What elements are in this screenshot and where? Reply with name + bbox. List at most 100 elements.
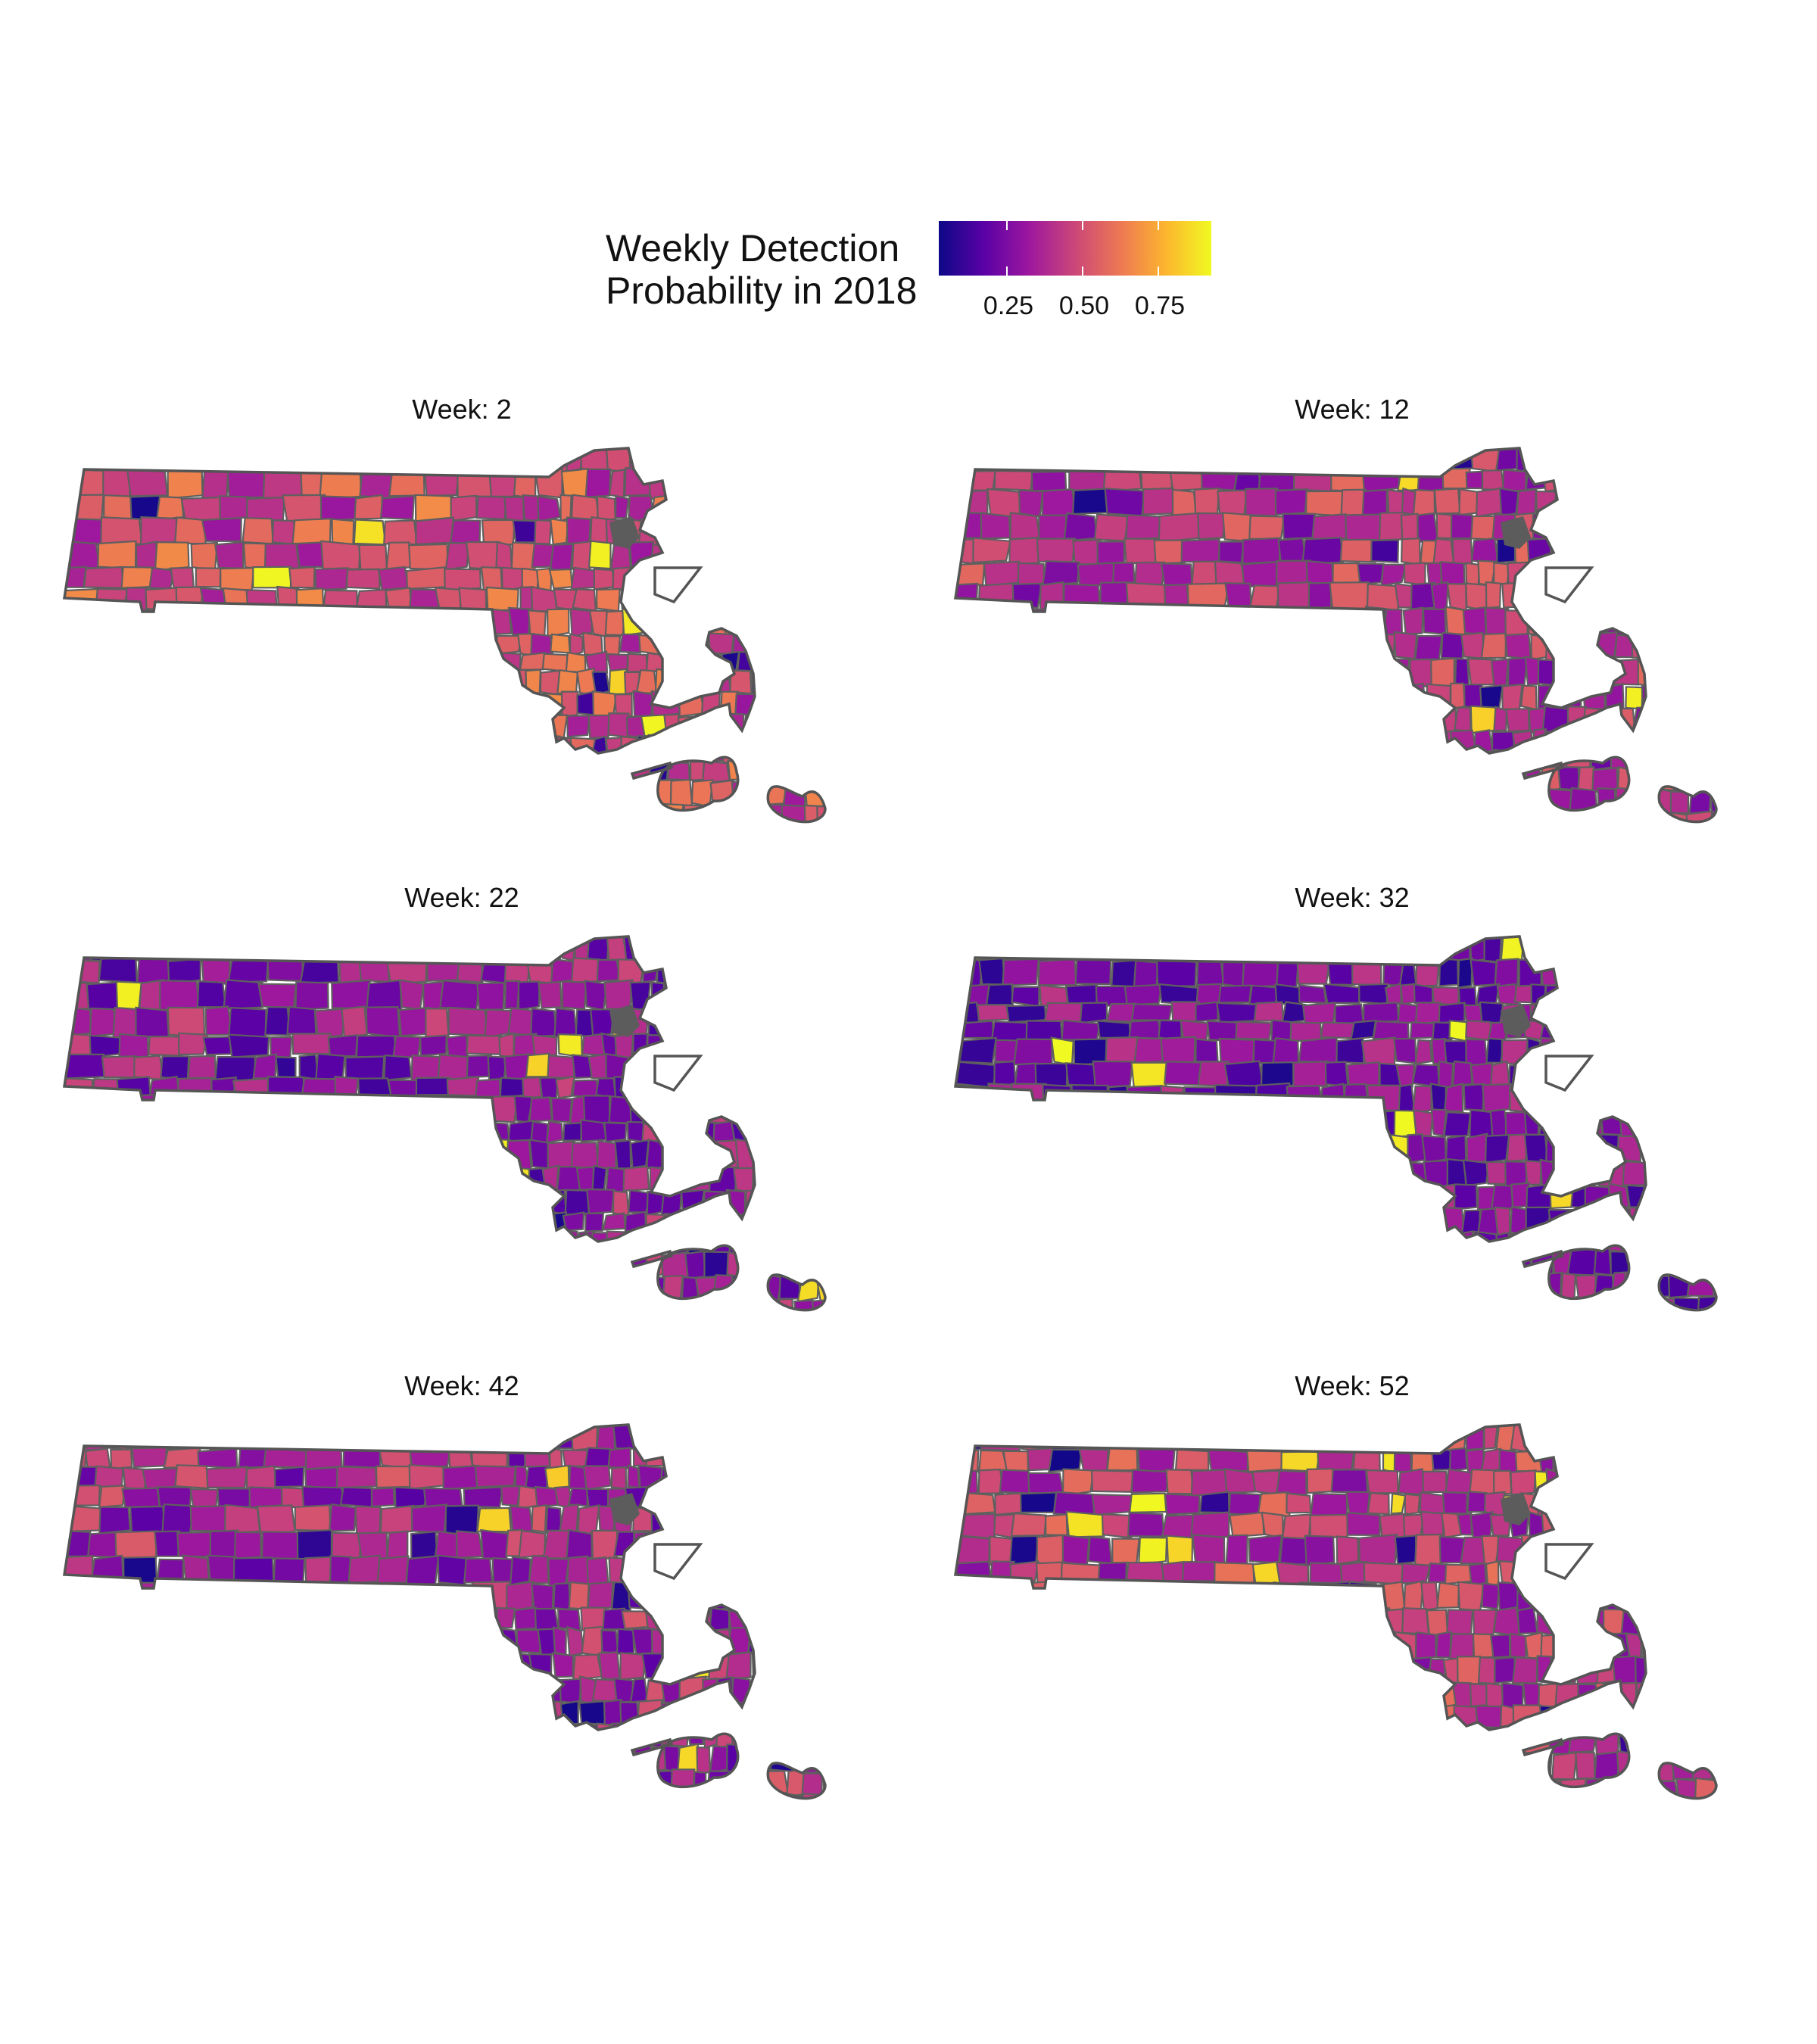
town-polygon	[167, 1006, 206, 1039]
town-polygon	[858, 960, 887, 982]
town-polygon	[782, 1211, 806, 1234]
town-polygon	[228, 831, 258, 854]
town-polygon	[1307, 581, 1332, 611]
town-polygon	[427, 609, 463, 638]
town-polygon	[64, 1298, 88, 1310]
town-polygon	[743, 1505, 765, 1535]
town-polygon	[120, 566, 154, 589]
town-polygon	[383, 1054, 413, 1082]
town-polygon	[1624, 1511, 1650, 1540]
town-polygon	[1191, 560, 1218, 587]
town-polygon	[1334, 448, 1364, 471]
town-polygon	[1536, 1606, 1558, 1637]
town-polygon	[1334, 765, 1361, 792]
town-polygon	[1303, 746, 1342, 768]
town-polygon	[708, 1794, 733, 1799]
town-polygon	[123, 692, 155, 717]
town-polygon	[174, 1464, 209, 1490]
town-polygon	[1142, 1750, 1175, 1781]
town-polygon	[840, 933, 856, 961]
town-polygon	[814, 633, 825, 655]
town-polygon	[851, 714, 863, 738]
town-polygon	[1746, 1039, 1763, 1062]
town-polygon	[521, 829, 541, 854]
town-polygon	[661, 1120, 680, 1141]
town-polygon	[1653, 1492, 1675, 1517]
town-polygon	[320, 1228, 361, 1257]
town-polygon	[233, 1119, 273, 1145]
town-polygon	[1709, 1536, 1716, 1566]
town-polygon	[145, 1299, 177, 1310]
town-polygon	[273, 1139, 316, 1167]
town-polygon	[1605, 984, 1628, 1007]
town-polygon	[145, 712, 170, 740]
town-polygon	[425, 832, 460, 852]
town-polygon	[1676, 683, 1693, 712]
town-polygon	[528, 1792, 550, 1799]
town-polygon	[1566, 1512, 1591, 1540]
town-polygon	[1753, 1778, 1772, 1806]
town-polygon	[1423, 766, 1443, 791]
town-polygon	[1465, 1038, 1488, 1067]
town-polygon	[830, 587, 843, 611]
town-polygon	[86, 1652, 126, 1681]
town-polygon	[1585, 1318, 1613, 1343]
town-polygon	[1245, 1182, 1286, 1211]
town-polygon	[1273, 1581, 1299, 1612]
town-polygon	[1586, 1019, 1606, 1040]
town-polygon	[1686, 1232, 1712, 1252]
town-polygon	[404, 1768, 432, 1796]
town-polygon	[1734, 815, 1756, 837]
town-polygon	[1133, 1205, 1156, 1236]
town-polygon	[179, 1096, 215, 1126]
town-polygon	[426, 1212, 469, 1232]
town-polygon	[1640, 514, 1662, 541]
town-polygon	[1042, 1606, 1065, 1636]
panel-title-week-42: Week: 42	[404, 1370, 519, 1401]
town-polygon	[64, 828, 95, 854]
town-polygon	[774, 734, 797, 765]
town-polygon	[1733, 684, 1750, 709]
town-polygon	[1501, 1272, 1522, 1301]
town-polygon	[659, 1425, 679, 1452]
town-polygon	[1613, 1317, 1628, 1342]
town-polygon	[859, 1192, 883, 1217]
town-polygon	[1039, 1206, 1067, 1234]
town-polygon	[690, 606, 712, 637]
town-polygon	[154, 780, 185, 806]
town-polygon	[64, 494, 104, 522]
town-polygon	[815, 830, 836, 853]
town-polygon	[273, 1093, 307, 1124]
town-polygon	[1347, 1776, 1374, 1799]
town-polygon	[1635, 983, 1663, 1005]
town-polygon	[1096, 541, 1126, 566]
town-polygon	[139, 736, 170, 764]
town-polygon	[319, 653, 361, 674]
town-polygon	[199, 587, 227, 611]
town-polygon	[761, 1299, 780, 1310]
town-polygon	[1022, 1750, 1046, 1783]
town-polygon	[824, 467, 825, 500]
town-polygon	[1689, 468, 1716, 494]
town-polygon	[720, 518, 745, 545]
town-polygon	[1657, 513, 1679, 542]
town-polygon	[457, 632, 500, 653]
town-polygon	[753, 1606, 768, 1632]
town-polygon	[528, 1554, 550, 1584]
harbor-cutout	[1544, 1055, 1594, 1092]
town-polygon	[981, 1705, 1021, 1730]
town-polygon	[431, 1625, 465, 1655]
town-polygon	[1644, 1232, 1668, 1252]
town-polygon	[1220, 1633, 1255, 1659]
town-polygon	[561, 980, 587, 1010]
town-polygon	[625, 1076, 653, 1100]
town-polygon	[1202, 1581, 1239, 1612]
town-polygon	[123, 1230, 147, 1255]
town-polygon	[716, 494, 740, 521]
town-polygon	[217, 1188, 242, 1215]
town-polygon	[565, 651, 587, 674]
town-polygon	[1315, 1316, 1346, 1343]
town-polygon	[1627, 747, 1647, 771]
town-polygon	[1699, 1182, 1716, 1210]
town-polygon	[1161, 1425, 1192, 1452]
